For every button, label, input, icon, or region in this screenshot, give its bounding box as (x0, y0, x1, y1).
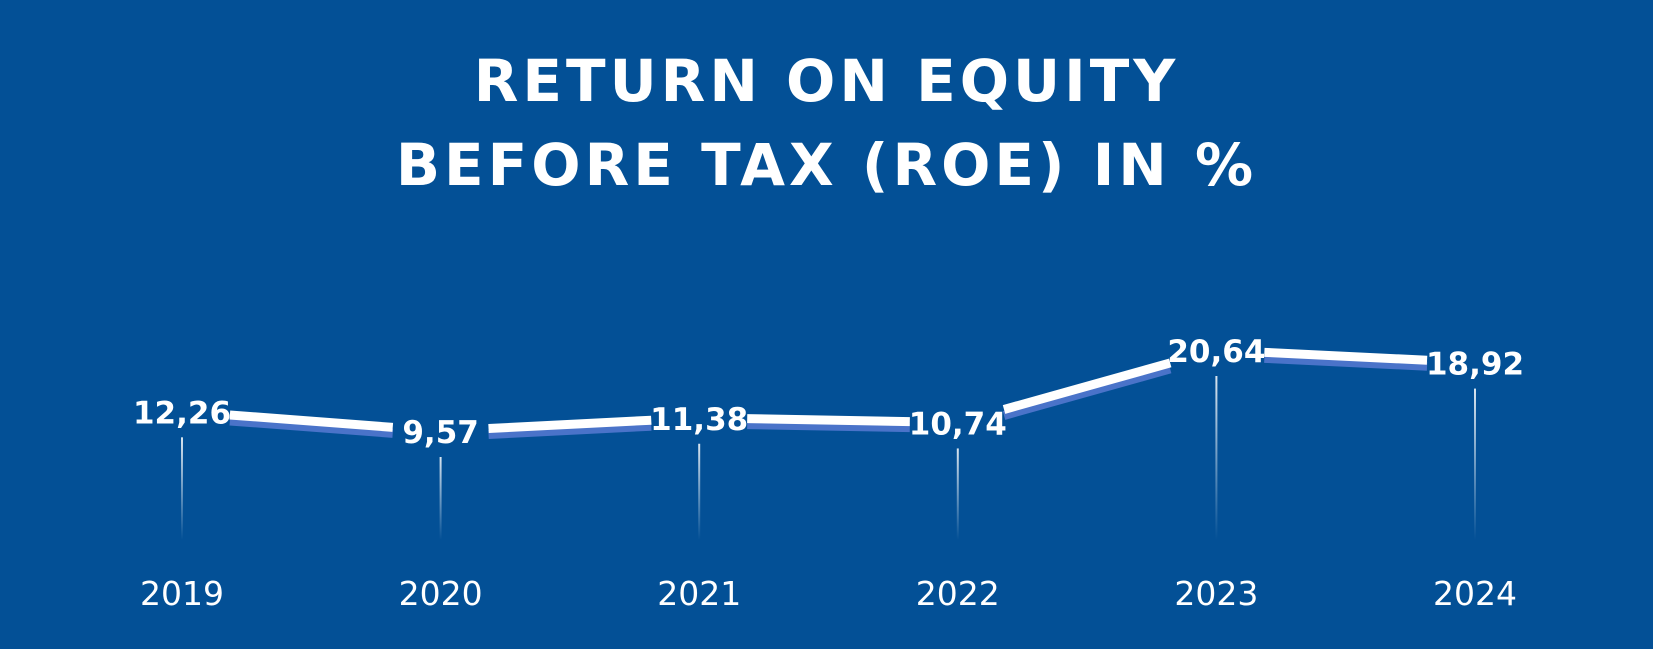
drop-line-2021 (698, 443, 701, 540)
data-label-2024: 18,92 (1426, 347, 1524, 383)
x-tick-label-2024: 2024 (1433, 574, 1517, 613)
data-label-2023: 20,64 (1167, 334, 1265, 370)
series-line-shadow-2023-2024 (1264, 353, 1428, 371)
x-tick-label-2020: 2020 (399, 574, 483, 613)
drop-line-2020 (439, 457, 442, 540)
drop-line-2023 (1215, 376, 1218, 540)
data-label-2021: 11,38 (650, 402, 748, 438)
series-line-shadow-2019-2020 (229, 416, 394, 438)
series-line-segment-2019-2020 (229, 410, 394, 432)
drop-line-2024 (1474, 388, 1476, 540)
series-line-shadow-2020-2021 (488, 421, 652, 440)
drop-line-2019 (181, 437, 183, 540)
data-label-2019: 12,26 (133, 395, 231, 431)
x-tick-label-2023: 2023 (1174, 574, 1258, 613)
series-line-segment-2022-2023 (1002, 358, 1172, 414)
x-tick-label-2019: 2019 (140, 574, 224, 613)
x-tick-label-2021: 2021 (657, 574, 741, 613)
chart-title-line-1: RETURN ON EQUITY (473, 47, 1180, 115)
series-line-segment-2020-2021 (488, 415, 652, 434)
series-line-segment-2023-2024 (1264, 347, 1428, 365)
series-line-shadow-2021-2022 (747, 420, 910, 433)
series-line-segment-2021-2022 (747, 414, 910, 427)
drop-line-2022 (956, 448, 959, 540)
data-label-2020: 9,57 (402, 415, 479, 451)
series-line-shadow-2022-2023 (1002, 364, 1172, 420)
data-label-2022: 10,74 (909, 406, 1007, 442)
chart-title-line-2: BEFORE TAX (ROE) IN % (395, 131, 1258, 199)
x-tick-label-2022: 2022 (916, 574, 1000, 613)
